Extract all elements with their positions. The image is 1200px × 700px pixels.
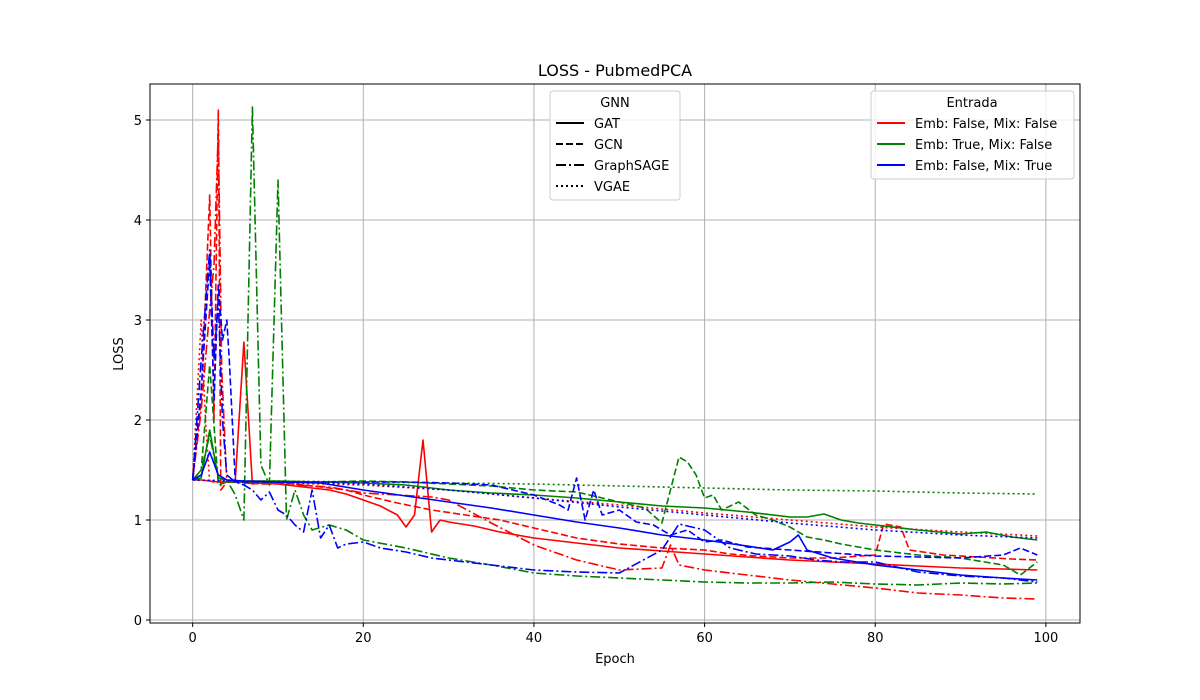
y-tick-label: 3	[134, 314, 142, 329]
legend-gnn-label-graphsage: GraphSAGE	[594, 159, 669, 174]
y-tick-label: 4	[134, 214, 142, 229]
x-tick-label: 60	[696, 631, 713, 646]
series-line-gcn-0000ff	[191, 259, 1038, 559]
x-tick-label: 100	[1033, 631, 1058, 646]
x-axis-label: Epoch	[595, 652, 635, 667]
series-line-gcn-ff0000	[191, 109, 1038, 561]
y-tick-label: 2	[134, 414, 142, 429]
y-tick-label: 1	[134, 514, 142, 529]
y-tick-label: 5	[134, 114, 142, 129]
legend-entrada-box	[870, 90, 1075, 180]
axis-ticks: 0 20 40 60 80 100 0 1 2 3 4 5	[134, 114, 1059, 646]
legend-gnn-label-gcn: GCN	[594, 138, 623, 153]
y-axis-label: LOSS	[112, 337, 127, 371]
legend-gnn-title: GNN	[600, 96, 630, 111]
x-tick-label: 0	[189, 631, 197, 646]
series-line-gat-008000	[192, 429, 1038, 541]
legend-gnn-label-gat: GAT	[594, 117, 620, 132]
legend-entrada: Entrada Emb: False, Mix: False Emb: True…	[870, 90, 1075, 180]
chart-title: LOSS - PubmedPCA	[538, 61, 692, 80]
series-lines	[191, 106, 1038, 600]
series-line-vgae-ff0000	[191, 319, 1038, 537]
plot-frame	[149, 83, 1081, 624]
series-line-gat-ff0000	[192, 341, 1038, 571]
series-line-vgae-008000	[192, 479, 1038, 495]
y-tick-label: 0	[134, 614, 142, 629]
x-tick-label: 20	[355, 631, 372, 646]
legend-entrada-title: Entrada	[946, 96, 997, 111]
legend-gnn-box	[549, 90, 681, 201]
legend-entrada-label-blue: Emb: False, Mix: True	[915, 159, 1052, 174]
series-line-graphsage-008000	[192, 106, 1038, 586]
series-line-gat-0000ff	[192, 451, 1038, 581]
legend-gnn-label-vgae: VGAE	[594, 180, 630, 195]
legend-entrada-label-red: Emb: False, Mix: False	[915, 117, 1057, 132]
x-tick-label: 80	[867, 631, 884, 646]
legend-gnn: GNN GAT GCN GraphSAGE VGAE	[549, 90, 681, 201]
x-tick-label: 40	[526, 631, 543, 646]
legend-entrada-label-green: Emb: True, Mix: False	[915, 138, 1052, 153]
series-line-graphsage-0000ff	[191, 249, 1038, 583]
